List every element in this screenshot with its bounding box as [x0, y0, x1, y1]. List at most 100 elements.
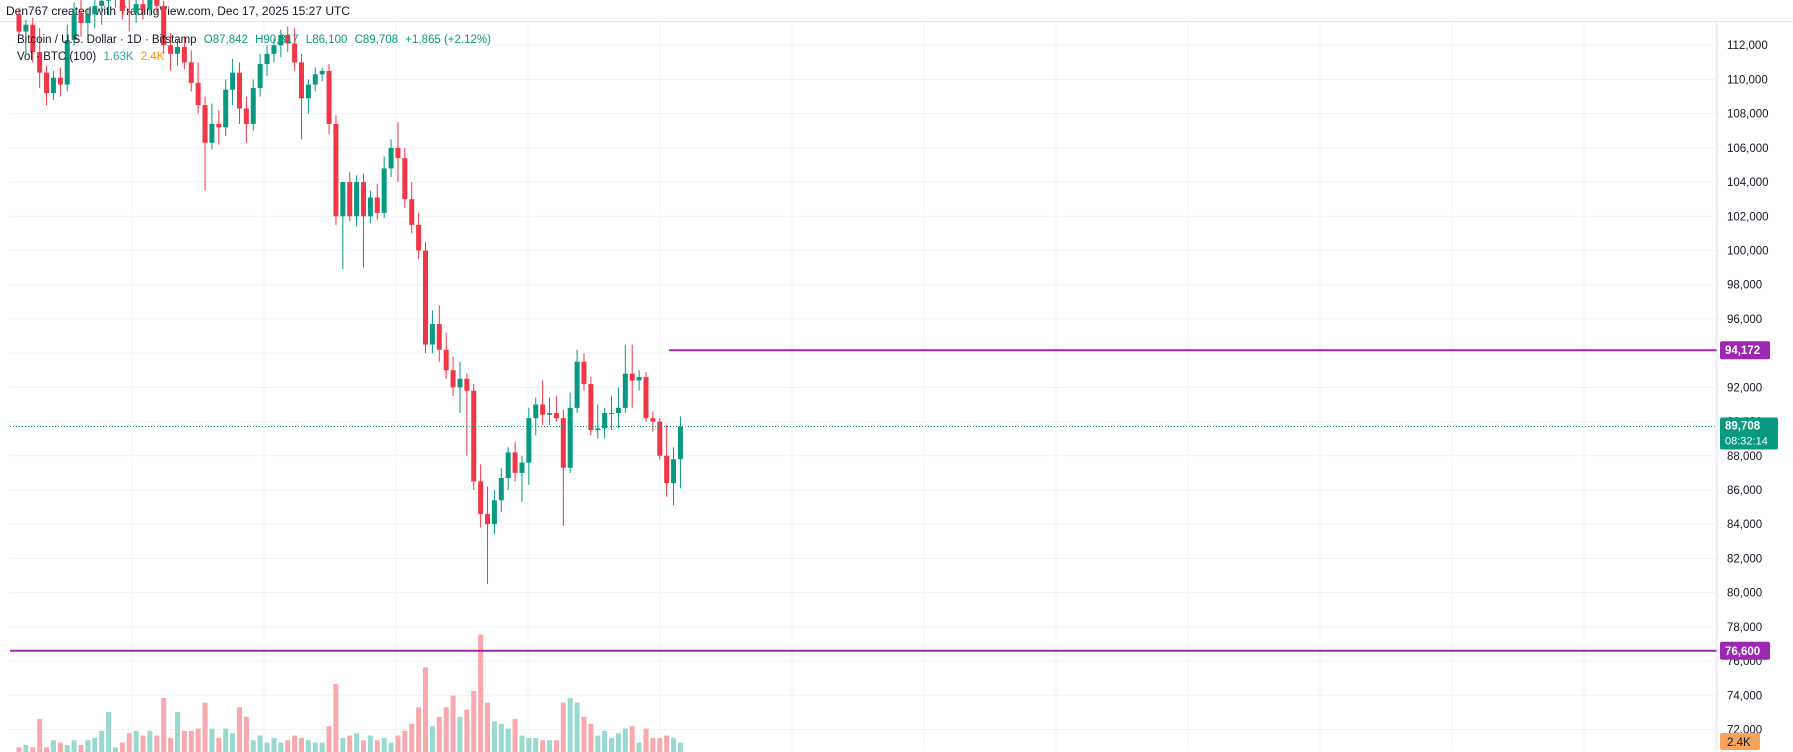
candle-body [236, 72, 242, 109]
candle-body [298, 62, 304, 99]
volume-bar [602, 730, 608, 752]
y-axis-tick-label: 92,000 [1727, 382, 1762, 394]
volume-bar [140, 735, 146, 752]
candle-body [567, 407, 573, 468]
candle-body [636, 377, 642, 381]
candle-body [361, 182, 366, 217]
candle-body [223, 89, 229, 128]
volume-bar [443, 707, 449, 752]
level-tag [1720, 341, 1770, 360]
volume-bar [37, 719, 43, 752]
volume-bar [498, 723, 504, 752]
candle-body [595, 428, 601, 431]
volume-bar [188, 730, 194, 752]
candle-body [57, 77, 63, 85]
candle-body [622, 373, 628, 408]
candle-body [312, 74, 318, 85]
candle-body [505, 452, 511, 479]
volume-bar [154, 735, 160, 752]
candle-body [671, 459, 677, 484]
volume-bar [636, 742, 642, 752]
volume-bar [429, 726, 435, 752]
candle-body [271, 45, 277, 54]
volume-bar [168, 737, 174, 752]
volume-bar [216, 737, 222, 752]
y-axis-tick-label: 88,000 [1727, 451, 1762, 463]
volume-bar [402, 730, 408, 752]
volume-bar [236, 707, 242, 752]
candle-body [92, 5, 98, 15]
volume-bar [292, 735, 298, 752]
symbol-title[interactable]: Bitcoin / U.S. Dollar · 1D · Bitstamp [17, 34, 197, 46]
last-price-label: 89,708 [1725, 421, 1761, 433]
volume-bar [581, 716, 587, 752]
y-axis-tick-label: 104,000 [1727, 177, 1769, 189]
candle-body [581, 361, 587, 384]
volume-bar [333, 683, 339, 752]
volume-bar [388, 742, 394, 752]
y-axis-tick-label: 102,000 [1727, 211, 1769, 223]
volume-bar [161, 697, 167, 752]
candle-body [402, 158, 408, 200]
volume-bar [195, 728, 201, 752]
candle-body [174, 46, 180, 54]
ohlc-change: +1,865 (+2.12%) [405, 34, 491, 46]
volume-bar [464, 709, 470, 752]
candle-body [30, 24, 36, 53]
candle-body [423, 250, 429, 345]
volume-title[interactable]: Vol · BTC (100) [17, 51, 97, 63]
volume-bar [491, 721, 497, 752]
volume-bar [423, 667, 429, 752]
candle-body [44, 72, 50, 94]
y-axis-tick-label: 96,000 [1727, 314, 1762, 326]
y-axis-tick-label: 86,000 [1727, 485, 1762, 497]
volume-bar [657, 737, 663, 752]
volume-bar [250, 740, 256, 752]
candle-body [71, 12, 77, 41]
volume-bars [16, 634, 683, 752]
candle-body [278, 34, 284, 46]
volume-bar [202, 702, 208, 752]
candle-body [471, 390, 477, 482]
volume-bar [512, 719, 518, 752]
volume-bar [99, 730, 105, 752]
last-price-tag [1720, 417, 1778, 450]
volume-bar [126, 733, 132, 752]
volume-bar [450, 695, 456, 752]
volume-bar [50, 740, 56, 752]
volume-bar [560, 702, 566, 752]
volume-bar [340, 737, 346, 752]
candle-body [443, 349, 449, 371]
candle-body [154, 0, 160, 6]
volume-bar [312, 742, 318, 752]
volume-bar [540, 740, 546, 752]
y-axis-tick-label: 74,000 [1727, 690, 1762, 702]
volume-bar [92, 737, 98, 752]
candle-body [147, 0, 153, 10]
y-axis-tick-label: 100,000 [1727, 246, 1769, 258]
candle-body [416, 224, 422, 251]
volume-bar [23, 744, 29, 752]
volume-bar [112, 747, 118, 752]
candle-body [195, 82, 201, 106]
volume-bar [478, 634, 484, 752]
candle-body [126, 11, 132, 13]
volume-bar [326, 726, 332, 752]
ohlc-low: L86,100 [305, 34, 348, 46]
candle-body [257, 64, 263, 89]
ohlc-close: C89,708 [354, 34, 399, 46]
volume-bar [595, 735, 601, 752]
candles [16, 0, 683, 585]
candle-body [85, 14, 91, 23]
volume-bar [44, 747, 50, 752]
candle-body [498, 478, 504, 501]
candle-body [333, 123, 339, 217]
volume-bar [629, 726, 635, 752]
volume-bar [264, 742, 270, 752]
volume-bar [677, 742, 683, 752]
candle-body [429, 324, 435, 345]
candle-body [37, 52, 43, 73]
volume-bar [181, 730, 187, 752]
volume-bar [526, 737, 532, 752]
